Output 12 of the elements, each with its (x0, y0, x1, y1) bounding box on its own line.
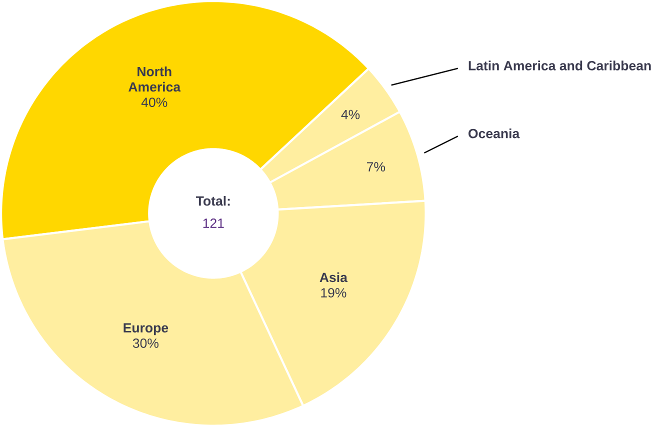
text: 121 (203, 218, 224, 228)
data-label: 40% (141, 98, 168, 108)
slice-label: Asia (320, 272, 348, 282)
slice-label: Latin America and Caribbean (468, 60, 651, 71)
data-label: 4% (341, 110, 360, 120)
data-label: 30% (132, 338, 158, 348)
data-label: 19% (321, 288, 346, 298)
data-label: 7% (366, 162, 386, 172)
text: Total: (196, 196, 230, 206)
slice-label: North America (128, 66, 181, 92)
slice-label: Oceania (468, 128, 520, 138)
slice-label: Europe (124, 323, 168, 336)
